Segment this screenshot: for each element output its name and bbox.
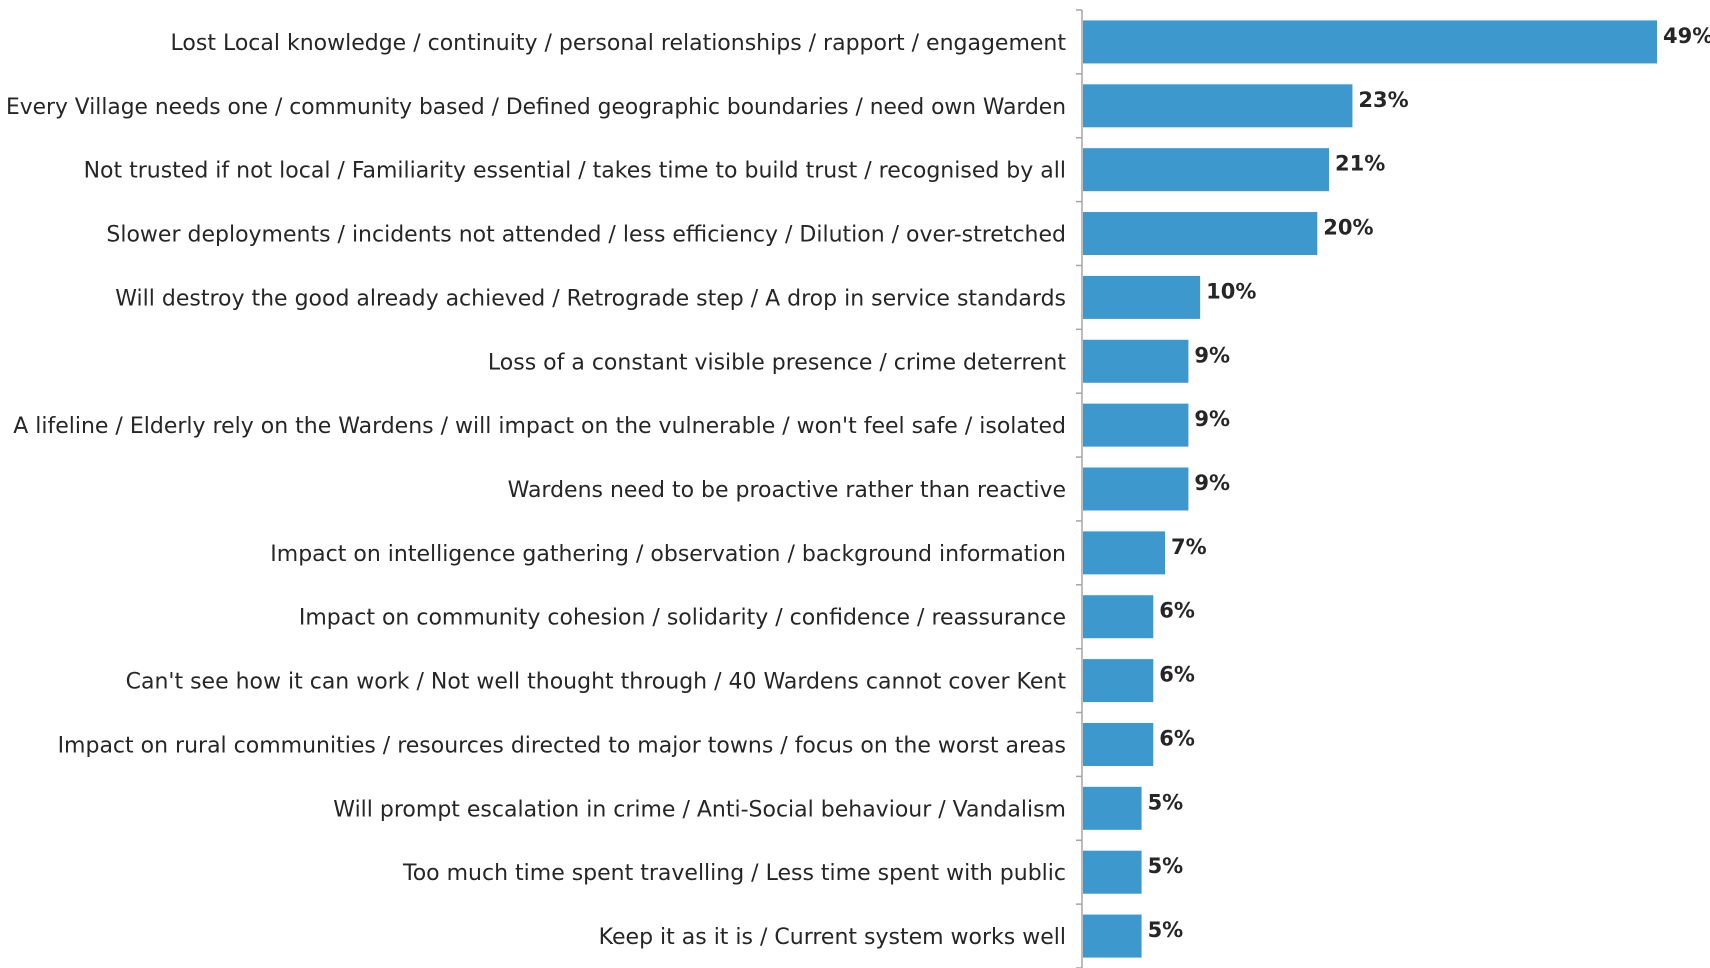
value-label: 5% (1148, 854, 1184, 878)
category-label: Impact on rural communities / resources … (58, 733, 1066, 758)
category-label: Impact on community cohesion / solidarit… (299, 606, 1066, 631)
category-label: Will destroy the good already achieved /… (115, 286, 1066, 311)
bar (1083, 403, 1189, 447)
category-label: Not trusted if not local / Familiarity e… (84, 159, 1066, 184)
bar (1083, 339, 1189, 383)
value-label: 9% (1194, 343, 1230, 367)
value-label: 49% (1663, 24, 1710, 48)
bar (1083, 20, 1657, 64)
bar (1083, 659, 1154, 703)
value-label: 9% (1194, 471, 1230, 495)
value-labels-group: 49% 23% 21% 20% 10% 9% 9% 9% 7% 6% 6% 6% 5% 5% 5% (1148, 24, 1710, 942)
value-label: 20% (1323, 216, 1373, 240)
category-label: Can't see how it can work / Not well tho… (126, 670, 1067, 695)
value-label: 6% (1159, 663, 1195, 687)
value-label: 6% (1159, 599, 1195, 623)
value-label: 10% (1206, 279, 1256, 303)
bar (1083, 722, 1154, 766)
bar (1083, 275, 1201, 319)
value-label: 9% (1194, 407, 1230, 431)
bar (1083, 786, 1142, 830)
category-label: Loss of a constant visible presence / cr… (488, 350, 1066, 375)
value-label: 7% (1171, 535, 1207, 559)
category-label: Too much time spent travelling / Less ti… (402, 861, 1066, 886)
bar (1083, 84, 1353, 128)
category-axis (1076, 9, 1083, 968)
value-label: 5% (1148, 790, 1184, 814)
bar (1083, 531, 1165, 575)
bar (1083, 467, 1189, 511)
bar (1083, 148, 1329, 192)
category-label: Every Village needs one / community base… (6, 95, 1066, 120)
value-label: 5% (1148, 918, 1184, 942)
bar (1083, 850, 1142, 894)
category-label: Wardens need to be proactive rather than… (508, 478, 1066, 503)
category-label: Will prompt escalation in crime / Anti-S… (333, 797, 1066, 822)
value-label: 21% (1335, 152, 1385, 176)
category-label: Slower deployments / incidents not atten… (106, 223, 1066, 248)
value-label: 6% (1159, 726, 1195, 750)
category-label: A lifeline / Elderly rely on the Wardens… (13, 414, 1066, 439)
bars-group (1083, 20, 1657, 958)
category-label: Keep it as it is / Current system works … (599, 925, 1066, 950)
value-label: 23% (1358, 88, 1408, 112)
category-label: Lost Local knowledge / continuity / pers… (171, 31, 1067, 56)
category-label: Impact on intelligence gathering / obser… (270, 542, 1066, 567)
bar (1083, 212, 1318, 256)
category-labels-group: Lost Local knowledge / continuity / pers… (6, 31, 1066, 950)
bar (1083, 914, 1142, 958)
bar (1083, 595, 1154, 639)
